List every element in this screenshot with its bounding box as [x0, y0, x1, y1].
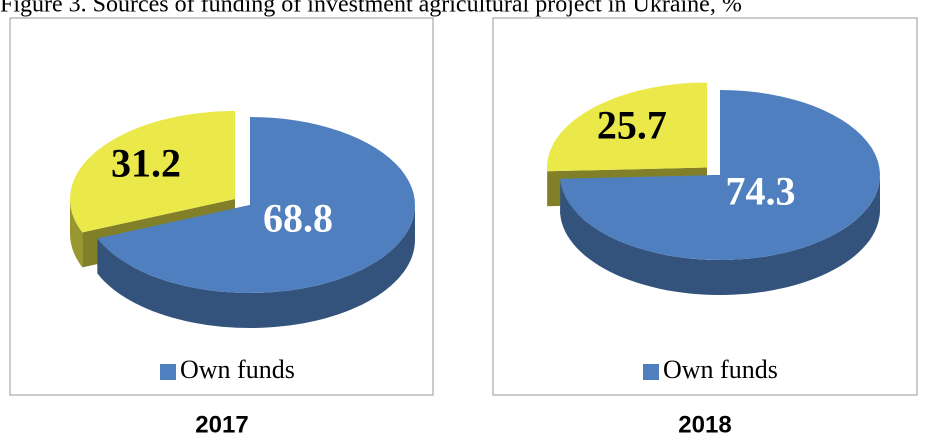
slice-side — [70, 199, 83, 268]
legend-swatch — [160, 364, 176, 380]
figure-title: Figure 3. Sources of funding of investme… — [0, 0, 742, 18]
data-label: 74.3 — [725, 169, 795, 214]
data-label: 25.7 — [597, 103, 667, 148]
caption: 2017 — [195, 411, 248, 438]
slice-side — [560, 175, 880, 295]
slice-side — [97, 205, 416, 328]
caption: 2018 — [678, 411, 731, 438]
data-label: 31.2 — [111, 140, 181, 185]
panel — [492, 17, 918, 396]
slice — [560, 90, 880, 260]
slice — [70, 111, 235, 233]
panel — [9, 17, 434, 396]
legend-swatch — [643, 364, 659, 380]
legend-label: Own funds — [663, 355, 778, 384]
slice — [547, 82, 707, 172]
slice — [97, 117, 416, 293]
data-label: 68.8 — [263, 195, 333, 240]
legend-label: Own funds — [180, 355, 295, 384]
